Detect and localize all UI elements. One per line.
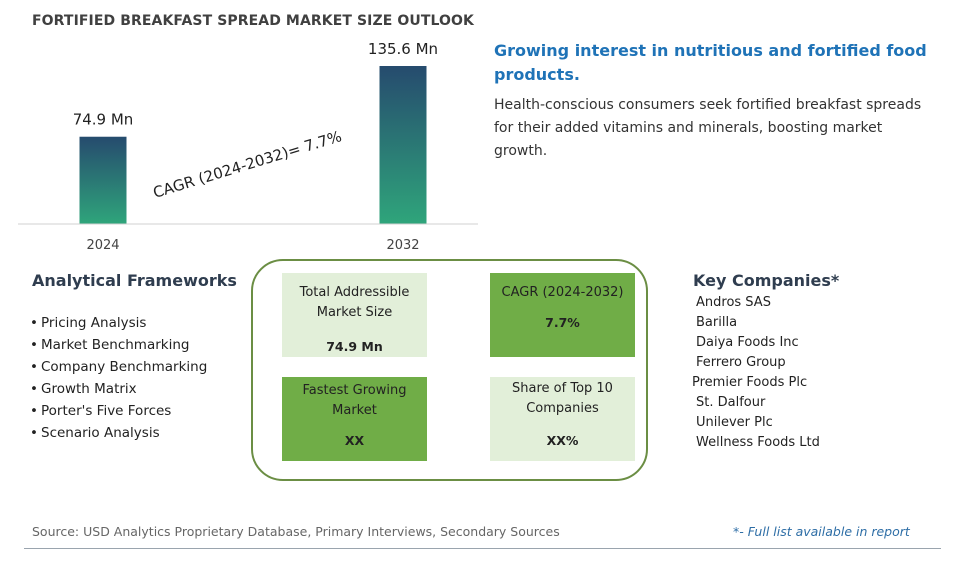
x-tick-label: 2024: [86, 238, 119, 253]
card-value: 7.7%: [545, 315, 580, 330]
card-value: 74.9 Mn: [326, 339, 383, 354]
card-label: Share of Top 10 Companies: [512, 381, 613, 416]
data-label: 74.9 Mn: [73, 111, 134, 129]
bullet-icon: •: [30, 315, 38, 331]
bottom-divider: [24, 548, 941, 549]
card-label: CAGR (2024-2032): [501, 285, 624, 300]
card-label: Total Addressible Market Size: [299, 285, 410, 320]
company-item: Daiya Foods Inc: [696, 335, 799, 350]
top10-share-card: Share of Top 10 Companies XX%: [490, 377, 635, 461]
company-item: Unilever Plc: [696, 415, 773, 430]
company-item: Ferrero Group: [696, 355, 786, 370]
analytical-frameworks-title: Analytical Frameworks: [32, 271, 237, 290]
key-companies-title: Key Companies*: [693, 271, 840, 290]
list-item: • Porter's Five Forces: [30, 403, 172, 419]
bullet-icon: •: [30, 359, 38, 375]
cagr-card: CAGR (2024-2032) 7.7%: [490, 273, 635, 357]
bullet-icon: •: [30, 403, 38, 419]
analytical-frameworks-list: • Pricing Analysis • Market Benchmarking •…: [30, 314, 207, 446]
list-item: • Company Benchmarking: [30, 359, 208, 375]
page-title: FORTIFIED BREAKFAST SPREAD MARKET SIZE O…: [32, 13, 474, 29]
headline: Growing interest in nutritious and forti…: [494, 41, 927, 84]
x-tick-label: 2032: [386, 238, 419, 253]
bar-2032: [379, 66, 427, 224]
cagr-annotation: CAGR (2024-2032)= 7.7%: [151, 127, 344, 202]
market-size-bar-chart: 74.9 Mn 2024 135.6 Mn 2032 CAGR (2024-2032)…: [18, 40, 478, 253]
bar-2024: [79, 136, 127, 224]
card-value: XX%: [546, 433, 579, 448]
list-item: • Scenario Analysis: [30, 425, 160, 441]
fastest-growing-market-card: Fastest Growing Market XX: [282, 377, 427, 461]
company-item: St. Dalfour: [696, 395, 766, 410]
description: Health-conscious consumers seek fortifie…: [494, 97, 922, 159]
data-label: 135.6 Mn: [368, 40, 438, 58]
bullet-icon: •: [30, 337, 38, 353]
total-addressable-market-card: Total Addressible Market Size 74.9 Mn: [282, 273, 427, 357]
bullet-icon: •: [30, 381, 38, 397]
source-note: Source: USD Analytics Proprietary Databa…: [32, 524, 560, 539]
bullet-icon: •: [30, 425, 38, 441]
company-item: Barilla: [696, 315, 738, 330]
card-label: Fastest Growing Market: [302, 383, 407, 418]
list-item: • Growth Matrix: [30, 381, 137, 397]
card-value: XX: [344, 433, 365, 448]
company-item: Premier Foods Plc: [692, 375, 808, 390]
footnote: *- Full list available in report: [733, 524, 910, 539]
list-item: • Market Benchmarking: [30, 337, 190, 353]
list-item: • Pricing Analysis: [30, 315, 147, 331]
company-item: Wellness Foods Ltd: [696, 435, 820, 450]
summary-panel: [251, 259, 648, 481]
company-item: Andros SAS: [696, 295, 771, 310]
